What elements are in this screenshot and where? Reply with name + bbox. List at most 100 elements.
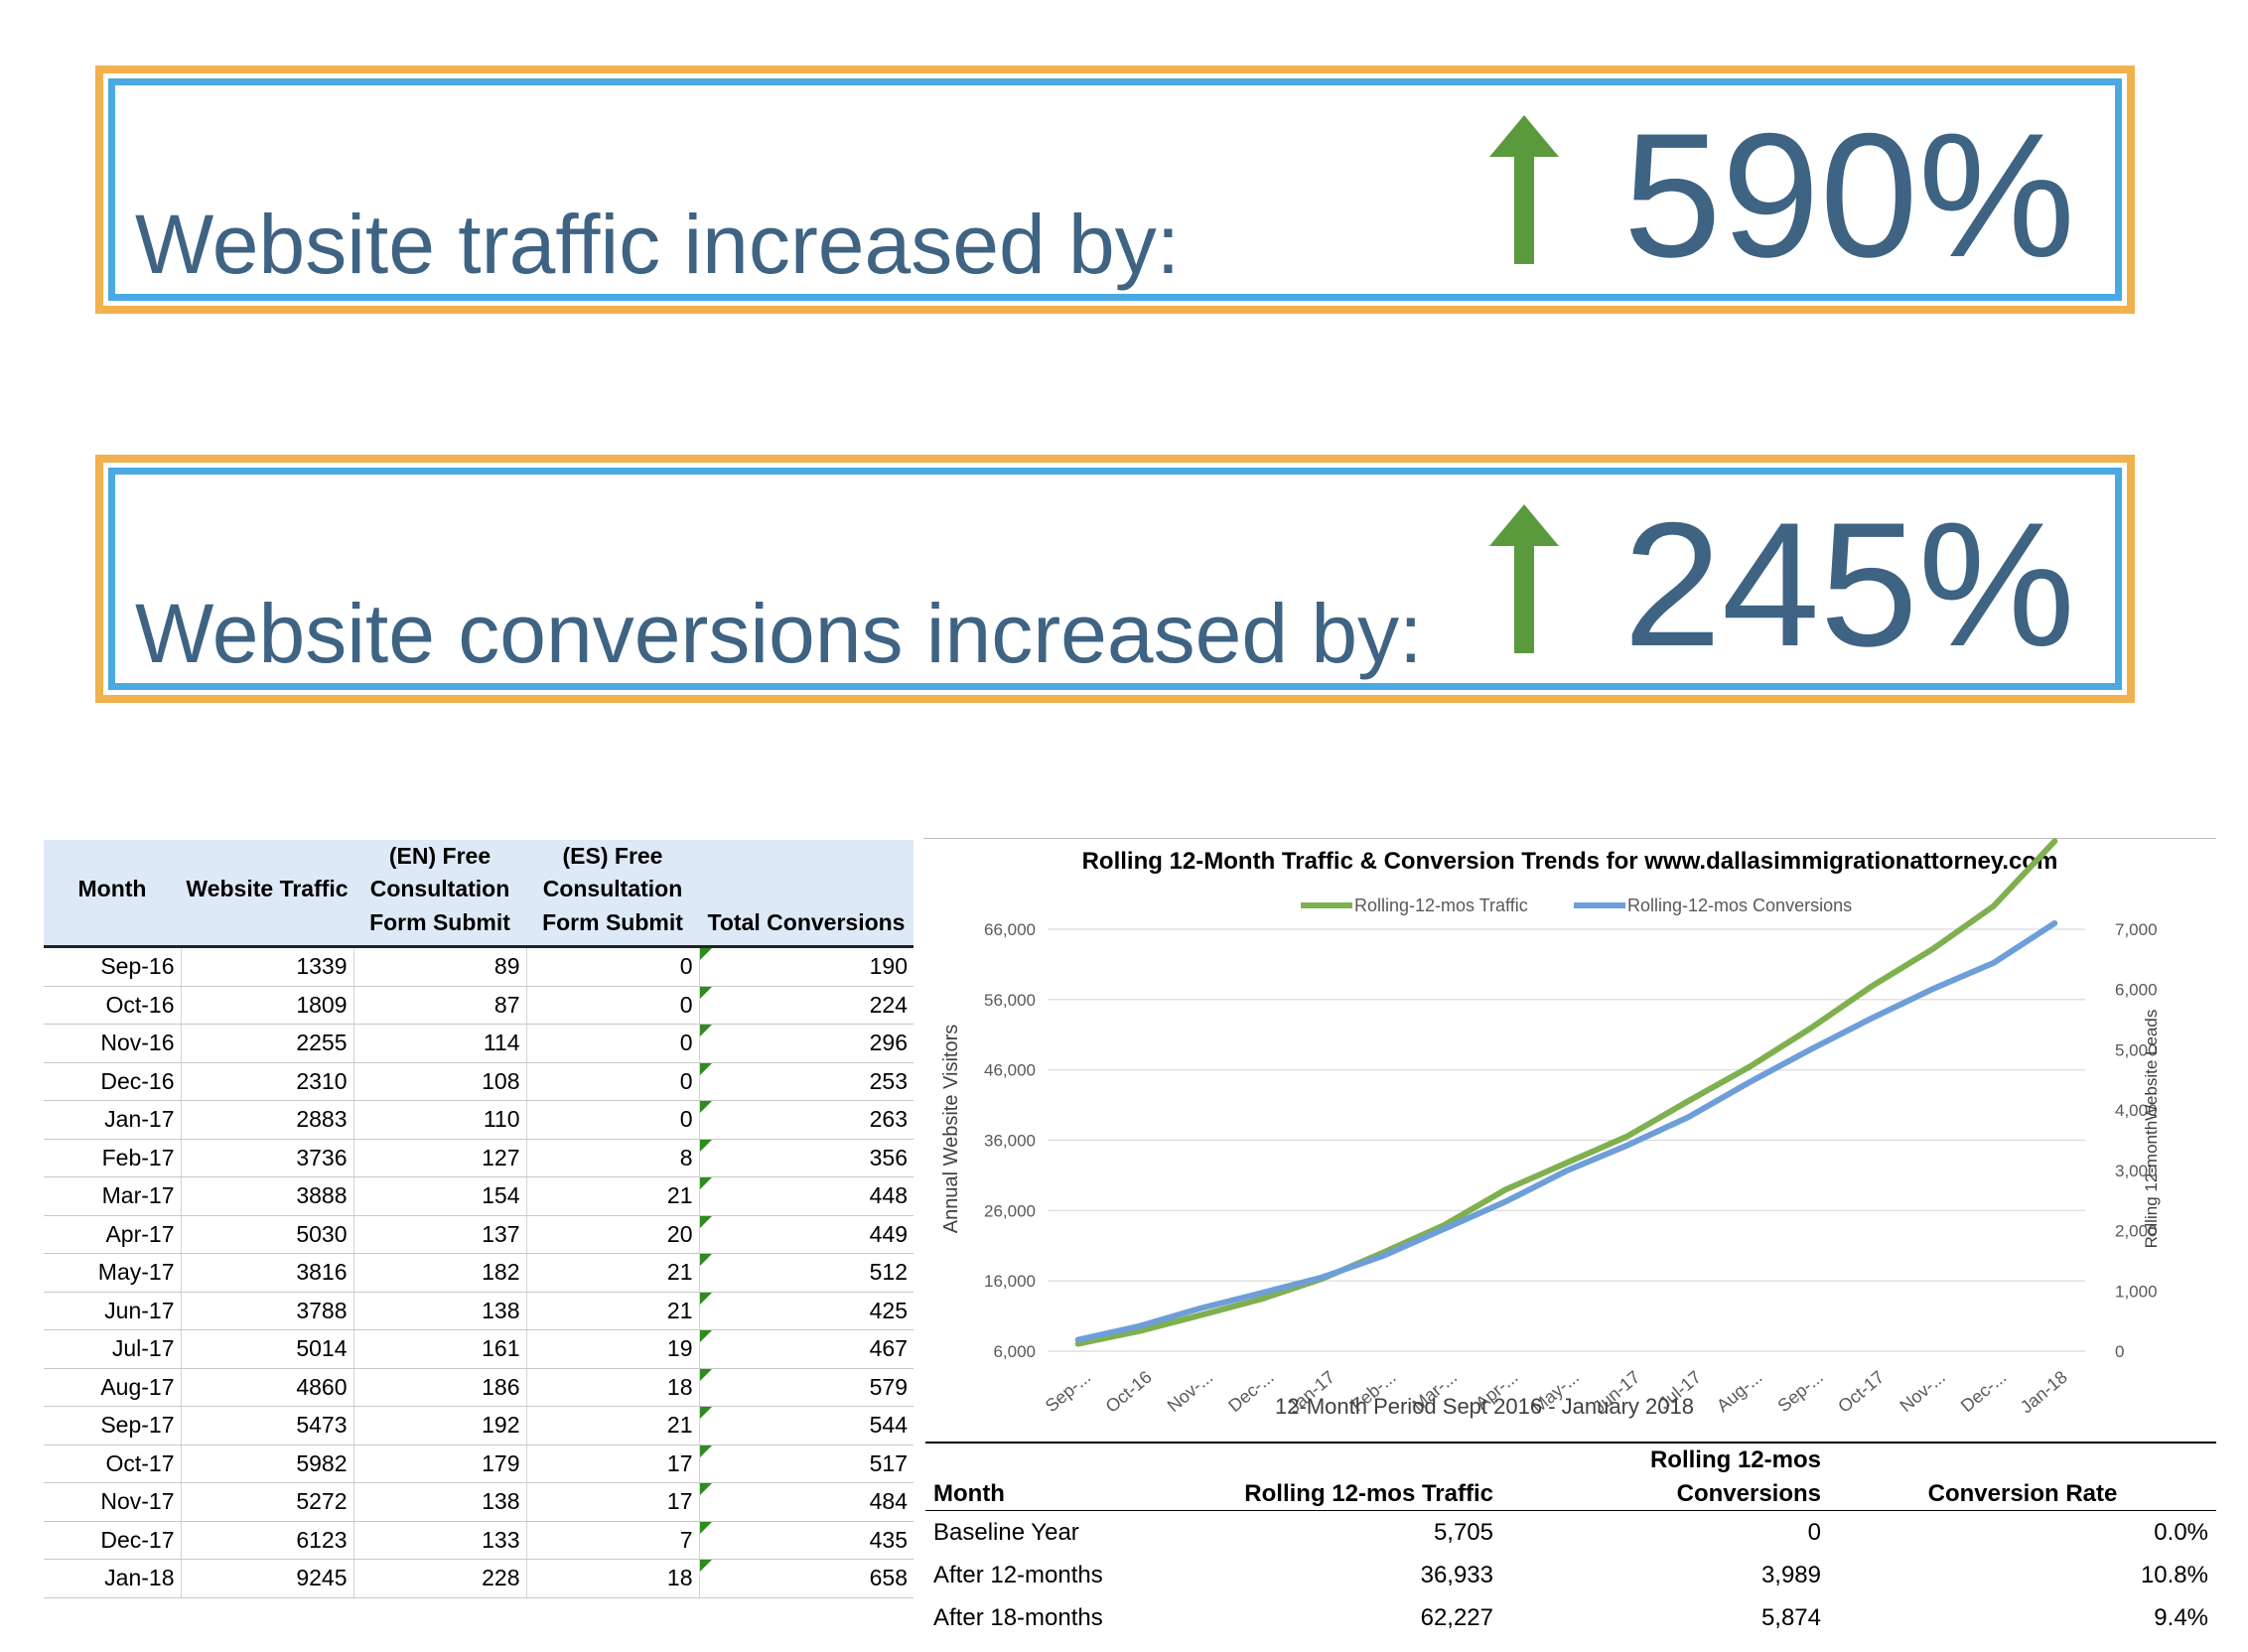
table-row: Jun-17 3788 138 21 425 xyxy=(44,1292,913,1331)
table-cell: 17 xyxy=(526,1482,700,1522)
column-header: Rolling 12-mos Conversions xyxy=(1501,1442,1829,1512)
table-cell: Feb-17 xyxy=(44,1139,182,1178)
table-cell: 0 xyxy=(526,1024,700,1063)
table-cell: 5473 xyxy=(181,1406,354,1446)
table-cell: 3888 xyxy=(181,1176,354,1216)
monthly-data-table: Month Website Traffic (EN) Free Consulta… xyxy=(44,840,913,1598)
y-tick-label: 6,000 xyxy=(993,1342,1036,1361)
legend-label: Rolling-12-mos Conversions xyxy=(1627,895,1852,915)
traffic-banner: Website traffic increased by: 590% xyxy=(95,66,2135,314)
summary-cell: 3,989 xyxy=(1760,1561,1821,1588)
table-cell: 137 xyxy=(353,1215,527,1255)
table-cell: 186 xyxy=(353,1368,527,1408)
table-row: Feb-17 3736 127 8 356 xyxy=(44,1139,913,1178)
table-row: Jan-17 2883 110 0 263 xyxy=(44,1100,913,1140)
summary-cell: 9.4% xyxy=(2154,1603,2208,1631)
y-tick-label: 26,000 xyxy=(984,1201,1036,1220)
y2-tick-label: 5,000 xyxy=(2115,1040,2158,1059)
table-cell: Nov-17 xyxy=(44,1482,182,1522)
table-cell: Dec-17 xyxy=(44,1521,182,1561)
table-cell: Mar-17 xyxy=(44,1176,182,1216)
summary-cell: After 12-months xyxy=(933,1561,1103,1588)
table-row: Nov-17 5272 138 17 484 xyxy=(44,1482,913,1522)
table-row: Jul-17 5014 161 19 467 xyxy=(44,1329,913,1369)
table-cell: 579 xyxy=(699,1368,913,1408)
table-cell: 192 xyxy=(353,1406,527,1446)
table-row: Dec-17 6123 133 7 435 xyxy=(44,1521,913,1561)
y2-tick-label: 3,000 xyxy=(2115,1162,2158,1180)
table-cell: 517 xyxy=(699,1445,913,1484)
summary-cell: 0 xyxy=(1807,1518,1821,1546)
x-tick-label: Sep-... xyxy=(1042,1367,1094,1416)
y2-axis-ticks: 7,000 6,000 5,000 4,000 3,000 2,000 1,000 0 xyxy=(2115,920,2158,1361)
column-header: Rolling 12-mos Traffic xyxy=(1164,1442,1501,1512)
table-row: Nov-16 2255 114 0 296 xyxy=(44,1024,913,1063)
conversions-banner: Website conversions increased by: 245% xyxy=(95,455,2135,703)
table-cell: 228 xyxy=(353,1559,527,1598)
table-cell: 2310 xyxy=(181,1062,354,1102)
y2-tick-label: 6,000 xyxy=(2115,981,2158,1000)
table-cell: 1809 xyxy=(181,986,354,1026)
chart-gridlines xyxy=(1048,928,2085,1352)
table-cell: 3736 xyxy=(181,1139,354,1178)
table-cell: 3816 xyxy=(181,1253,354,1293)
column-header: Month xyxy=(925,1442,1164,1512)
summary-cell: 10.8% xyxy=(2140,1561,2208,1588)
traffic-banner-inner: Website traffic increased by: 590% xyxy=(108,78,2122,301)
column-header: Month xyxy=(44,840,181,949)
table-cell: 5982 xyxy=(181,1445,354,1484)
table-cell: 21 xyxy=(526,1406,700,1446)
conversions-banner-inner: Website conversions increased by: 245% xyxy=(108,468,2122,690)
summary-cell: 5,874 xyxy=(1760,1603,1821,1631)
y2-tick-label: 2,000 xyxy=(2115,1222,2158,1241)
table-row: Aug-17 4860 186 18 579 xyxy=(44,1368,913,1408)
table-cell: 18 xyxy=(526,1368,700,1408)
column-header: Total Conversions xyxy=(699,840,913,949)
y2-tick-label: 0 xyxy=(2115,1342,2124,1361)
table-cell: 18 xyxy=(526,1559,700,1598)
chart-title: Rolling 12-Month Traffic & Conversion Tr… xyxy=(1082,848,2058,875)
table-cell: 5272 xyxy=(181,1482,354,1522)
table-row: Apr-17 5030 137 20 449 xyxy=(44,1215,913,1255)
table-row: Sep-17 5473 192 21 544 xyxy=(44,1406,913,1446)
table-cell: 5030 xyxy=(181,1215,354,1255)
up-arrow-icon xyxy=(1489,115,1559,264)
table-cell: Oct-16 xyxy=(44,986,182,1026)
table-cell: 356 xyxy=(699,1139,913,1178)
y-tick-label: 56,000 xyxy=(984,991,1036,1010)
table-cell: 138 xyxy=(353,1292,527,1331)
table-cell: 8 xyxy=(526,1139,700,1178)
table-cell: 544 xyxy=(699,1406,913,1446)
x-tick-label: Jan-18 xyxy=(2017,1367,2071,1418)
table-cell: 296 xyxy=(699,1024,913,1063)
conversions-banner-label: Website conversions increased by: xyxy=(135,587,1423,680)
table-row: Mar-17 3888 154 21 448 xyxy=(44,1176,913,1216)
y-tick-label: 46,000 xyxy=(984,1061,1036,1080)
table-row: Sep-16 1339 89 0 190 xyxy=(44,946,913,987)
summary-row: Baseline Year 5,705 0 0.0% xyxy=(925,1511,2216,1555)
chart-series xyxy=(1074,838,2058,1347)
table-header-row: Month Website Traffic (EN) Free Consulta… xyxy=(44,840,913,949)
table-cell: Jan-18 xyxy=(44,1559,182,1598)
table-cell: Aug-17 xyxy=(44,1368,182,1408)
traffic-banner-value: 590% xyxy=(1622,96,2075,294)
table-cell: 0 xyxy=(526,946,700,987)
table-cell: 154 xyxy=(353,1176,527,1216)
table-cell: 179 xyxy=(353,1445,527,1484)
x-tick-label: Sep-... xyxy=(1773,1367,1826,1416)
table-cell: 182 xyxy=(353,1253,527,1293)
table-cell: 87 xyxy=(353,986,527,1026)
up-arrow-icon xyxy=(1489,504,1559,653)
table-cell: 5014 xyxy=(181,1329,354,1369)
table-cell: 4860 xyxy=(181,1368,354,1408)
chart-legend: Rolling-12-mos Traffic Rolling-12-mos Con… xyxy=(1301,895,1852,915)
summary-cell: 0.0% xyxy=(2154,1518,2208,1546)
table-row: Oct-17 5982 179 17 517 xyxy=(44,1445,913,1484)
table-cell: 0 xyxy=(526,1062,700,1102)
table-cell: Jul-17 xyxy=(44,1329,182,1369)
y-tick-label: 66,000 xyxy=(984,920,1036,939)
table-cell: 448 xyxy=(699,1176,913,1216)
x-tick-label: Aug-... xyxy=(1713,1367,1765,1416)
table-cell: 17 xyxy=(526,1445,700,1484)
y2-axis-label: Rolling 12-monthWebsite Leads xyxy=(2142,1010,2161,1249)
